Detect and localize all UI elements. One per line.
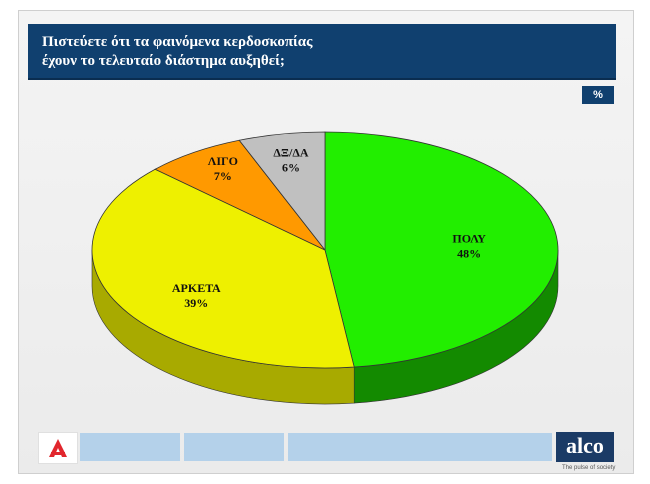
footer-bar-segment-2 bbox=[184, 433, 284, 461]
pie-slice-1 bbox=[91, 168, 355, 369]
question-title-line2: έχουν το τελευταίο διάστημα αυξηθεί; bbox=[42, 53, 285, 69]
title-banner: Πιστεύετε ότι τα φαινόμενα κερδοσκοπίας … bbox=[28, 24, 616, 80]
brand-a-logo bbox=[38, 432, 78, 464]
alco-logo: alco bbox=[556, 432, 614, 462]
pie-slice-2 bbox=[154, 139, 326, 251]
pie-label-category-2: ΛΙΓΟ bbox=[208, 154, 238, 168]
pie-label-category-3: ΔΞ/ΔΑ bbox=[273, 146, 309, 160]
pie-slice-0 bbox=[324, 131, 559, 368]
pie-label-value-0: 48% bbox=[457, 246, 481, 260]
footer-bar-segment-3 bbox=[288, 433, 552, 461]
pie-label-category-1: ΑΡΚΕΤΑ bbox=[172, 281, 221, 295]
footer-bar-segment-1 bbox=[80, 433, 180, 461]
pie-label-value-3: 6% bbox=[282, 161, 300, 175]
brand-a-icon bbox=[49, 439, 67, 457]
pie-label-value-1: 39% bbox=[184, 296, 208, 310]
alco-tagline: The pulse of society bbox=[562, 465, 616, 471]
question-title: Πιστεύετε ότι τα φαινόμενα κερδοσκοπίας … bbox=[42, 33, 422, 71]
pie-label-value-2: 7% bbox=[214, 169, 232, 183]
pie-label-category-0: ΠΟΛΥ bbox=[452, 231, 486, 245]
percent-unit-badge: % bbox=[582, 86, 614, 104]
question-title-line1: Πιστεύετε ότι τα φαινόμενα κερδοσκοπίας bbox=[42, 34, 313, 50]
pie-slice-3 bbox=[238, 131, 326, 252]
